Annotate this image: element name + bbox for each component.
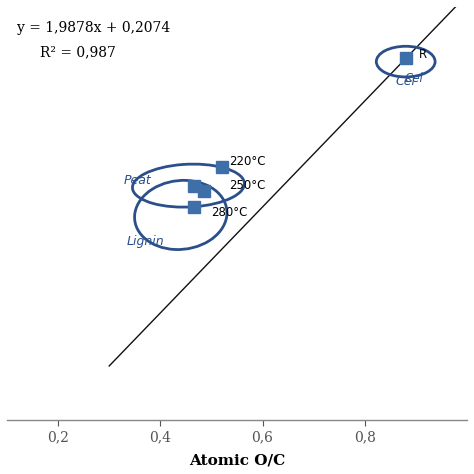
- Text: 250°C: 250°C: [229, 179, 266, 192]
- Text: Cel: Cel: [396, 75, 416, 88]
- Text: Peat: Peat: [123, 174, 151, 187]
- Text: 220°C: 220°C: [229, 155, 266, 168]
- Text: R² = 0,987: R² = 0,987: [40, 46, 116, 59]
- Text: R: R: [419, 48, 427, 62]
- Text: 280°C: 280°C: [211, 206, 248, 219]
- Text: Lignin: Lignin: [126, 235, 164, 248]
- X-axis label: Atomic O/C: Atomic O/C: [189, 453, 285, 467]
- Text: y = 1,9878x + 0,2074: y = 1,9878x + 0,2074: [17, 21, 171, 35]
- Text: Cel: Cel: [404, 73, 423, 85]
